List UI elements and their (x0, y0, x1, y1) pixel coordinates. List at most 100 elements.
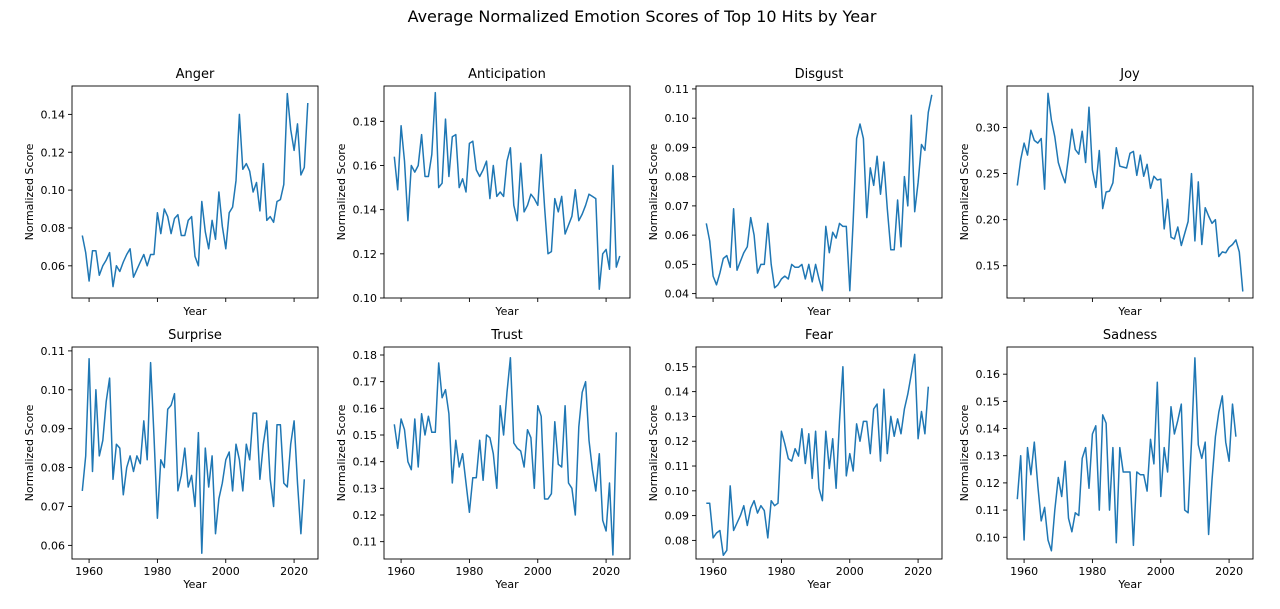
y-tick-label: 0.13 (353, 482, 378, 495)
y-tick-label: 0.30 (976, 121, 1001, 134)
x-tick-label: 1980 (1078, 565, 1106, 578)
y-axis-label: Normalized Score (335, 143, 348, 240)
y-tick-label: 0.15 (665, 361, 690, 374)
x-axis-label: Year (806, 578, 831, 591)
subplot-title: Fear (805, 328, 834, 343)
y-tick-label: 0.09 (41, 423, 66, 436)
series-line-sadness (1016, 357, 1237, 552)
y-tick-label: 0.09 (665, 510, 690, 523)
y-tick-label: 0.14 (976, 423, 1001, 436)
axes-frame (1006, 85, 1254, 299)
subplot-disgust: Disgust 0.04 0.05 0.06 0.07 0.08 0.09 0.10 0.11 Y… (647, 67, 943, 318)
y-tick-label: 0.11 (976, 504, 1001, 517)
y-tick-label: 0.10 (976, 531, 1001, 544)
y-tick-label: 0.14 (353, 204, 378, 217)
y-tick-label: 0.20 (976, 214, 1001, 227)
y-tick-label: 0.11 (353, 536, 378, 549)
y-tick-label: 0.13 (665, 410, 690, 423)
y-tick-label: 0.12 (665, 435, 690, 448)
y-tick-label: 0.07 (41, 500, 66, 513)
subplot-title: Anticipation (468, 67, 546, 82)
y-axis-label: Normalized Score (647, 404, 660, 501)
y-tick-label: 0.06 (41, 539, 66, 552)
subplot-anticipation: Anticipation 0.10 0.12 0.14 0.16 0.18 Year Norm… (335, 67, 631, 318)
y-tick-label: 0.15 (976, 395, 1001, 408)
y-tick-label: 0.08 (665, 534, 690, 547)
subplot-anger: Anger 0.06 0.08 0.10 0.12 0.14 Year Normalized … (23, 67, 319, 318)
axes-frame (71, 346, 319, 560)
x-tick-label: 1980 (767, 565, 795, 578)
y-tick-label: 0.07 (665, 200, 690, 213)
y-tick-label: 0.08 (41, 222, 66, 235)
y-tick-label: 0.14 (41, 108, 66, 121)
axes-frame (695, 346, 943, 560)
x-tick-label: 2000 (836, 565, 864, 578)
y-tick-label: 0.12 (976, 477, 1001, 490)
x-axis-label: Year (494, 305, 519, 318)
x-axis-label: Year (494, 578, 519, 591)
y-tick-label: 0.16 (353, 160, 378, 173)
axes-frame (383, 346, 631, 560)
series-line-fear (706, 353, 930, 557)
x-tick-label: 1960 (1010, 565, 1038, 578)
x-tick-label: 1960 (75, 565, 103, 578)
subplot-title: Sadness (1103, 328, 1157, 343)
y-axis-label: Normalized Score (335, 404, 348, 501)
subplot-joy: Joy 0.15 0.20 0.25 0.30 Year Normalized Score (958, 67, 1254, 318)
y-tick-label: 0.08 (665, 171, 690, 184)
x-tick-label: 2020 (1215, 565, 1243, 578)
y-axis-label: Normalized Score (23, 404, 36, 501)
y-tick-label: 0.10 (665, 112, 690, 125)
y-axis-label: Normalized Score (647, 143, 660, 240)
y-tick-label: 0.12 (353, 509, 378, 522)
subplot-grid: Anger 0.06 0.08 0.10 0.12 0.14 Year Normalized … (23, 67, 1254, 591)
series-line-disgust (705, 94, 933, 292)
y-axis-label: Normalized Score (958, 143, 971, 240)
x-tick-label: 2020 (904, 565, 932, 578)
subplot-fear: Fear 0.08 0.09 0.10 0.11 0.12 0.13 0.14 0.15 1960… (647, 328, 943, 591)
axes-frame (71, 85, 319, 299)
series-line-surprise (81, 357, 306, 554)
x-axis-label: Year (806, 305, 831, 318)
y-tick-label: 0.18 (353, 349, 378, 362)
y-tick-label: 0.14 (665, 386, 690, 399)
y-tick-label: 0.11 (41, 345, 66, 358)
x-tick-label: 1980 (143, 565, 171, 578)
y-tick-label: 0.15 (353, 429, 378, 442)
y-axis-label: Normalized Score (23, 143, 36, 240)
x-axis-label: Year (182, 578, 207, 591)
y-tick-label: 0.16 (353, 402, 378, 415)
subplot-sadness: Sadness 0.10 0.11 0.12 0.13 0.14 0.15 0.16 1960 1… (958, 328, 1254, 591)
y-tick-label: 0.10 (353, 292, 378, 305)
x-tick-label: 2000 (524, 565, 552, 578)
y-tick-label: 0.11 (665, 460, 690, 473)
figure-title: Average Normalized Emotion Scores of Top… (408, 7, 877, 26)
y-tick-label: 0.11 (665, 83, 690, 96)
subplot-surprise: Surprise 0.06 0.07 0.08 0.09 0.10 0.11 1960 1980… (23, 328, 319, 591)
y-tick-label: 0.06 (665, 229, 690, 242)
subplot-title: Joy (1119, 67, 1140, 82)
x-axis-label: Year (1117, 305, 1142, 318)
y-tick-label: 0.12 (41, 146, 66, 159)
series-line-anger (81, 92, 309, 288)
x-tick-label: 2000 (212, 565, 240, 578)
y-tick-label: 0.15 (976, 260, 1001, 273)
subplot-title: Surprise (168, 328, 222, 343)
axes-frame (1006, 346, 1254, 560)
x-axis-label: Year (182, 305, 207, 318)
x-tick-label: 1960 (387, 565, 415, 578)
subplot-title: Anger (176, 67, 215, 82)
y-tick-label: 0.08 (41, 462, 66, 475)
x-axis-label: Year (1117, 578, 1142, 591)
x-tick-label: 1960 (699, 565, 727, 578)
subplot-title: Trust (490, 328, 522, 343)
y-tick-label: 0.10 (41, 184, 66, 197)
x-tick-label: 1980 (455, 565, 483, 578)
y-tick-label: 0.12 (353, 248, 378, 261)
y-tick-label: 0.14 (353, 456, 378, 469)
y-tick-label: 0.09 (665, 141, 690, 154)
subplot-title: Disgust (795, 67, 844, 82)
y-tick-label: 0.25 (976, 168, 1001, 181)
subplot-trust: Trust 0.11 0.12 0.13 0.14 0.15 0.16 0.17 0.18 196… (335, 328, 631, 591)
